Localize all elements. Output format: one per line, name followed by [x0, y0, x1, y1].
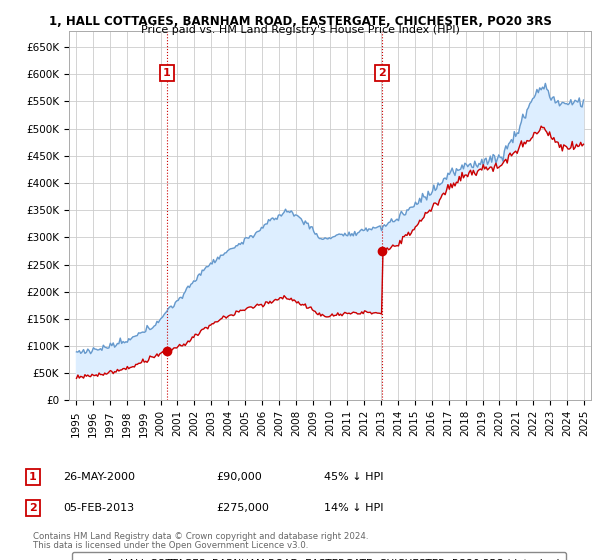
Text: 05-FEB-2013: 05-FEB-2013 [63, 503, 134, 513]
Text: 2: 2 [29, 503, 37, 513]
Text: £90,000: £90,000 [216, 472, 262, 482]
Text: 2: 2 [379, 68, 386, 78]
Text: 26-MAY-2000: 26-MAY-2000 [63, 472, 135, 482]
Text: 1: 1 [29, 472, 37, 482]
Text: Price paid vs. HM Land Registry's House Price Index (HPI): Price paid vs. HM Land Registry's House … [140, 25, 460, 35]
Legend: 1, HALL COTTAGES, BARNHAM ROAD, EASTERGATE, CHICHESTER, PO20 3RS (detached, HPI:: 1, HALL COTTAGES, BARNHAM ROAD, EASTERGA… [71, 552, 566, 560]
Text: £275,000: £275,000 [216, 503, 269, 513]
Text: Contains HM Land Registry data © Crown copyright and database right 2024.: Contains HM Land Registry data © Crown c… [33, 532, 368, 541]
Text: 1: 1 [163, 68, 170, 78]
Text: This data is licensed under the Open Government Licence v3.0.: This data is licensed under the Open Gov… [33, 541, 308, 550]
Text: 45% ↓ HPI: 45% ↓ HPI [324, 472, 383, 482]
Text: 14% ↓ HPI: 14% ↓ HPI [324, 503, 383, 513]
Text: 1, HALL COTTAGES, BARNHAM ROAD, EASTERGATE, CHICHESTER, PO20 3RS: 1, HALL COTTAGES, BARNHAM ROAD, EASTERGA… [49, 15, 551, 27]
